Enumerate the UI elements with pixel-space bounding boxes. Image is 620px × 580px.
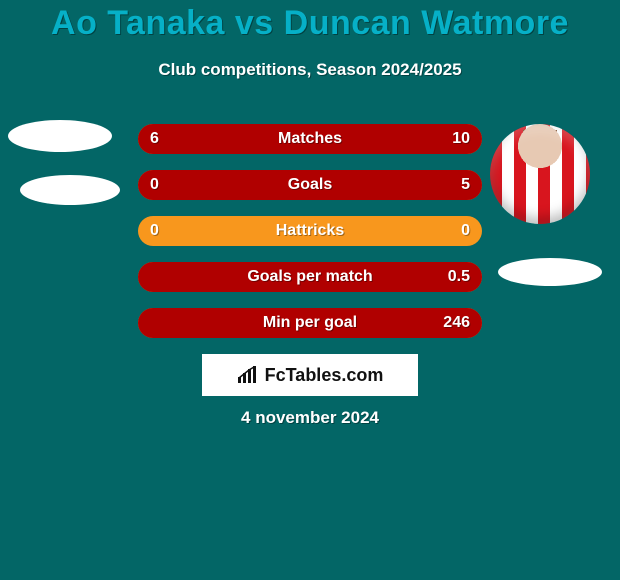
stat-label: Goals bbox=[138, 170, 482, 200]
stat-value-left: 6 bbox=[150, 124, 159, 154]
watermark-text: FcTables.com bbox=[265, 365, 384, 386]
player-left-flag-placeholder bbox=[20, 175, 120, 205]
stat-bar: Goals per match0.5 bbox=[138, 262, 482, 292]
stat-bar: Min per goal246 bbox=[138, 308, 482, 338]
page-subtitle: Club competitions, Season 2024/2025 bbox=[0, 60, 620, 80]
stat-value-right: 246 bbox=[443, 308, 470, 338]
stat-value-right: 0 bbox=[461, 216, 470, 246]
player-right-flag-placeholder bbox=[498, 258, 602, 286]
stat-label: Matches bbox=[138, 124, 482, 154]
stat-label: Hattricks bbox=[138, 216, 482, 246]
stat-bars: Matches610Goals05Hattricks00Goals per ma… bbox=[138, 124, 482, 354]
stat-value-right: 5 bbox=[461, 170, 470, 200]
stat-bar: Hattricks0 0 bbox=[138, 216, 482, 246]
watermark: FcTables.com bbox=[202, 354, 418, 396]
stat-bar: Goals0 5 bbox=[138, 170, 482, 200]
date-label: 4 november 2024 bbox=[0, 408, 620, 428]
stat-label: Goals per match bbox=[138, 262, 482, 292]
stat-value-right: 10 bbox=[452, 124, 470, 154]
stat-bar: Matches6 10 bbox=[138, 124, 482, 154]
stat-value-right: 0.5 bbox=[448, 262, 470, 292]
player-left-photo-placeholder bbox=[8, 120, 112, 152]
stat-value-left: 0 bbox=[150, 216, 159, 246]
page-title: Ao Tanaka vs Duncan Watmore bbox=[0, 4, 620, 43]
stat-label: Min per goal bbox=[138, 308, 482, 338]
stat-value-left: 0 bbox=[150, 170, 159, 200]
player-right-photo bbox=[490, 124, 590, 224]
comparison-card: Ao Tanaka vs Duncan Watmore Club competi… bbox=[0, 0, 620, 580]
bars-icon bbox=[237, 366, 259, 384]
